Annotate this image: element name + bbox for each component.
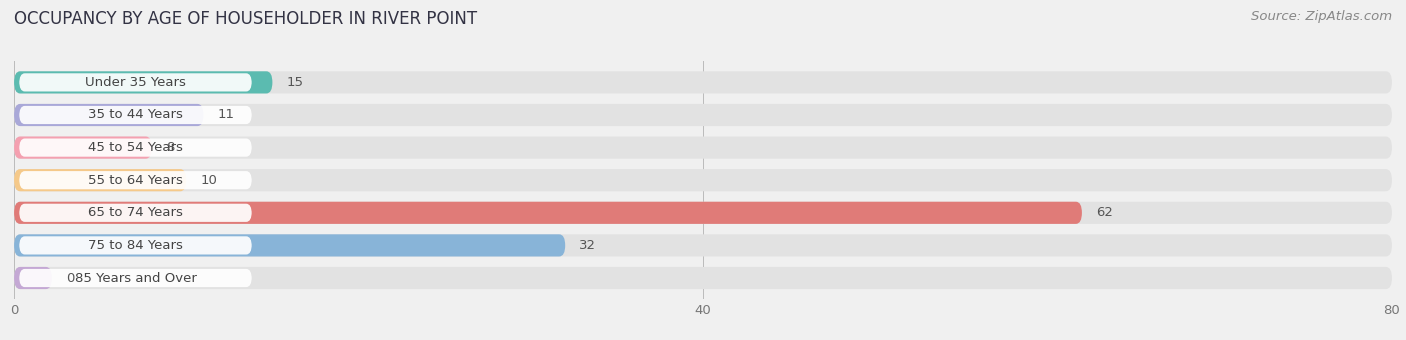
FancyBboxPatch shape xyxy=(14,169,186,191)
Text: 8: 8 xyxy=(166,141,174,154)
FancyBboxPatch shape xyxy=(14,137,152,159)
Text: 0: 0 xyxy=(66,272,75,285)
FancyBboxPatch shape xyxy=(14,71,273,94)
Text: 55 to 64 Years: 55 to 64 Years xyxy=(89,174,183,187)
FancyBboxPatch shape xyxy=(20,171,252,189)
FancyBboxPatch shape xyxy=(14,234,1392,256)
FancyBboxPatch shape xyxy=(20,106,252,124)
FancyBboxPatch shape xyxy=(14,234,565,256)
FancyBboxPatch shape xyxy=(14,71,1392,94)
FancyBboxPatch shape xyxy=(14,104,204,126)
Text: 32: 32 xyxy=(579,239,596,252)
Text: 75 to 84 Years: 75 to 84 Years xyxy=(89,239,183,252)
Text: 35 to 44 Years: 35 to 44 Years xyxy=(89,108,183,121)
FancyBboxPatch shape xyxy=(20,204,252,222)
Text: 85 Years and Over: 85 Years and Over xyxy=(75,272,197,285)
FancyBboxPatch shape xyxy=(20,138,252,157)
Text: 15: 15 xyxy=(287,76,304,89)
FancyBboxPatch shape xyxy=(14,104,1392,126)
Text: 11: 11 xyxy=(218,108,235,121)
FancyBboxPatch shape xyxy=(20,236,252,255)
Text: 65 to 74 Years: 65 to 74 Years xyxy=(89,206,183,219)
Text: Under 35 Years: Under 35 Years xyxy=(84,76,186,89)
FancyBboxPatch shape xyxy=(20,269,252,287)
FancyBboxPatch shape xyxy=(20,73,252,91)
FancyBboxPatch shape xyxy=(14,267,1392,289)
Text: 10: 10 xyxy=(200,174,217,187)
Text: 45 to 54 Years: 45 to 54 Years xyxy=(89,141,183,154)
FancyBboxPatch shape xyxy=(14,202,1392,224)
FancyBboxPatch shape xyxy=(14,202,1083,224)
FancyBboxPatch shape xyxy=(14,137,1392,159)
Text: Source: ZipAtlas.com: Source: ZipAtlas.com xyxy=(1251,10,1392,23)
Text: OCCUPANCY BY AGE OF HOUSEHOLDER IN RIVER POINT: OCCUPANCY BY AGE OF HOUSEHOLDER IN RIVER… xyxy=(14,10,477,28)
FancyBboxPatch shape xyxy=(14,169,1392,191)
FancyBboxPatch shape xyxy=(14,267,52,289)
Text: 62: 62 xyxy=(1095,206,1112,219)
